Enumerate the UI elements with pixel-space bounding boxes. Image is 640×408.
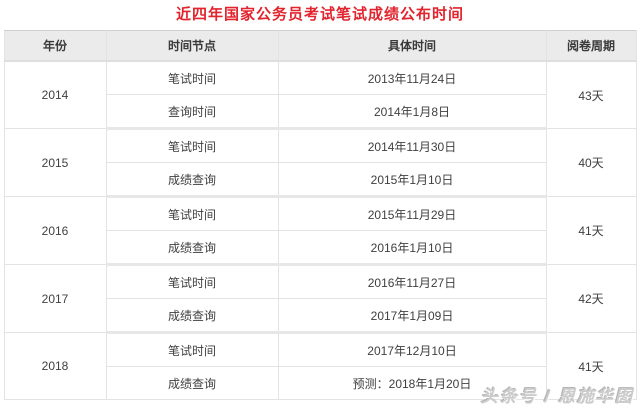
column-header-time: 具体时间 [277, 30, 547, 62]
table-row: 成绩查询 预测：2018年1月20日 [4, 366, 636, 400]
node-label-cell: 成绩查询 [105, 162, 279, 198]
table-header: 年份 时间节点 具体时间 阅卷周期 [3, 30, 637, 62]
node-label-cell: 查询时间 [105, 94, 279, 130]
node-label-cell: 笔试时间 [105, 264, 279, 299]
table-row: 成绩查询 2015年1月10日 [4, 162, 636, 198]
table-row: 2015 笔试时间 2014年11月30日 40天 [3, 128, 637, 197]
page-title: 近四年国家公务员考试笔试成绩公布时间 [175, 6, 464, 23]
node-label-cell: 笔试时间 [105, 60, 279, 95]
period-cell: 41天 [545, 196, 637, 265]
table-row: 2016 笔试时间 2015年11月29日 41天 [3, 196, 637, 265]
column-header-node: 时间节点 [105, 30, 279, 62]
table-row: 成绩查询 2016年1月10日 [4, 230, 636, 266]
node-label-cell: 笔试时间 [105, 196, 279, 231]
table-row: 2017 笔试时间 2016年11月27日 42天 [3, 264, 637, 333]
column-header-year: 年份 [3, 30, 107, 62]
table-row: 2018 笔试时间 2017年12月10日 41天 [3, 332, 637, 400]
time-value-cell: 2015年11月29日 [277, 196, 547, 231]
year-cell: 2016 [3, 196, 107, 265]
node-label-cell: 成绩查询 [105, 366, 279, 400]
node-label-cell: 成绩查询 [105, 230, 279, 266]
exam-schedule-table: 年份 时间节点 具体时间 阅卷周期 2014 笔试时间 2013年11月24日 … [3, 30, 637, 400]
table-row: 查询时间 2014年1月8日 [4, 94, 636, 130]
node-label-cell: 笔试时间 [105, 332, 279, 367]
table-row: 成绩查询 2017年1月09日 [4, 298, 636, 334]
node-label-cell: 笔试时间 [105, 128, 279, 163]
year-cell: 2014 [3, 60, 107, 129]
time-value-cell: 2013年11月24日 [277, 60, 547, 95]
time-value-cell: 2016年1月10日 [277, 230, 547, 266]
year-cell: 2018 [3, 332, 107, 400]
header-row: 年份 时间节点 具体时间 阅卷周期 [3, 30, 637, 62]
year-cell: 2015 [3, 128, 107, 197]
time-value-cell: 2014年1月8日 [277, 94, 547, 130]
period-cell: 42天 [545, 264, 637, 333]
column-header-period: 阅卷周期 [545, 30, 637, 62]
period-cell: 41天 [545, 332, 637, 400]
time-value-cell: 2014年11月30日 [277, 128, 547, 163]
time-value-cell: 2015年1月10日 [277, 162, 547, 198]
period-cell: 43天 [545, 60, 637, 129]
time-value-cell: 2016年11月27日 [277, 264, 547, 299]
year-cell: 2017 [3, 264, 107, 333]
time-value-cell: 2017年1月09日 [277, 298, 547, 334]
time-value-cell: 2017年12月10日 [277, 332, 547, 367]
table-row: 2014 笔试时间 2013年11月24日 43天 [3, 60, 637, 129]
node-label-cell: 成绩查询 [105, 298, 279, 334]
time-value-cell: 预测：2018年1月20日 [277, 366, 547, 400]
period-cell: 40天 [545, 128, 637, 197]
